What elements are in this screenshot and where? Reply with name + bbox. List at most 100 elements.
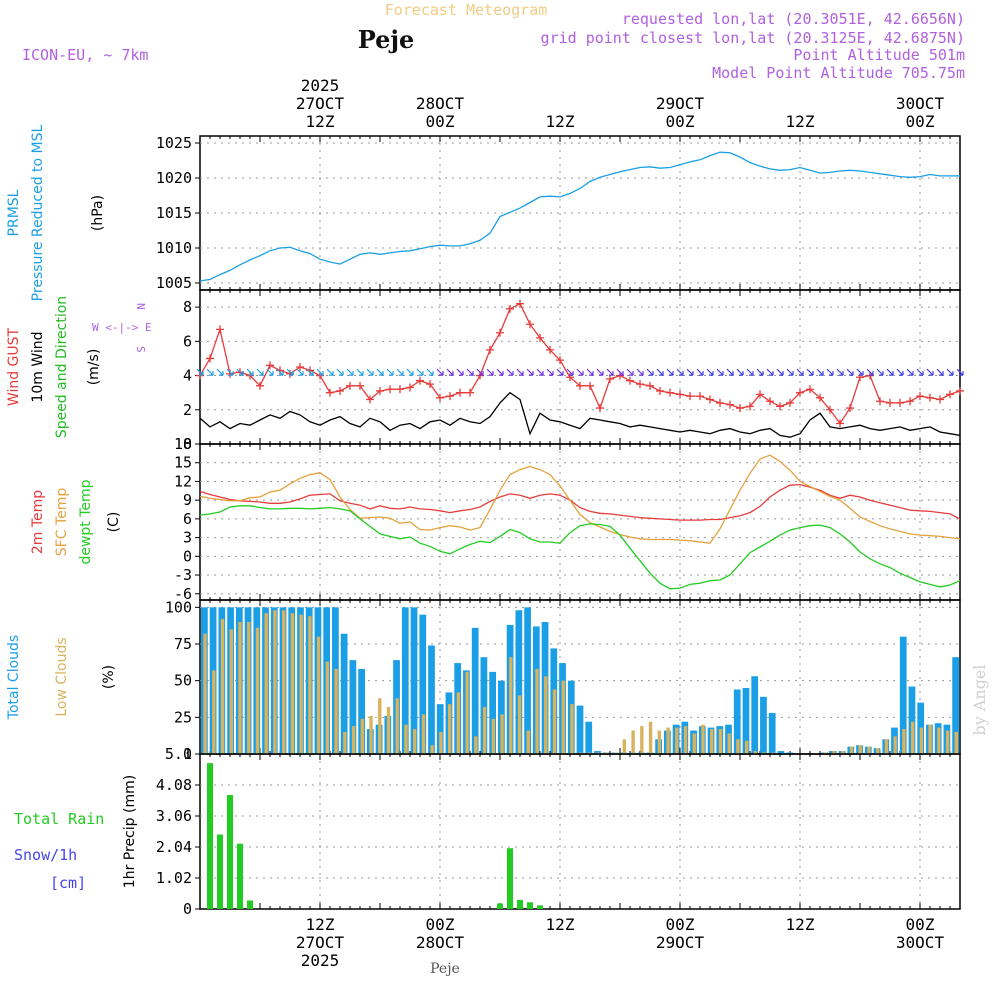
total-cloud-bar — [471, 627, 479, 754]
low-cloud-bar — [701, 724, 705, 754]
total-cloud-bar — [576, 705, 584, 754]
low-cloud-bar — [421, 714, 426, 754]
time-label: 12Z — [306, 915, 335, 934]
precip-panel: 0 1.02 2.04 3.06 4.08 5.1 Total Rain Snow/1h [cm… — [14, 745, 961, 918]
total-cloud-bar — [515, 610, 523, 754]
y-axis-label: SFC Temp — [54, 488, 70, 557]
wind-arrow-icon — [896, 368, 904, 376]
total-cloud-bar — [760, 696, 767, 754]
series-sfc-temp — [199, 454, 961, 544]
time-label: 29OCT — [656, 94, 705, 113]
y-axis-label: (hPa) — [90, 195, 106, 231]
low-cloud-bar — [509, 657, 513, 754]
wind-compass: N W <-|-> E S — [92, 303, 152, 353]
panel-frame — [199, 753, 961, 910]
low-cloud-bar — [465, 671, 469, 754]
rain-bar — [507, 848, 513, 909]
total-cloud-bar — [349, 660, 357, 754]
gust-marker — [876, 397, 884, 406]
y-tick-label: 3.06 — [156, 807, 192, 825]
wind-arrow-icon — [576, 368, 584, 376]
low-cloud-bar — [430, 745, 434, 754]
wind-arrow-icon — [226, 368, 234, 376]
y-axis-label: 1hr Precip (mm) — [122, 775, 138, 888]
wind-arrow-icon — [746, 368, 754, 376]
footer-station: Peje — [430, 961, 460, 977]
wind-arrow-icon — [436, 368, 444, 376]
station-name: Peje — [358, 25, 415, 54]
y-tick-label: 1025 — [156, 134, 192, 152]
gust-marker — [756, 390, 764, 399]
gust-marker — [836, 419, 844, 428]
time-label: 27OCT — [296, 94, 345, 113]
low-cloud-bar — [447, 704, 452, 754]
wind-arrow-icon — [886, 368, 894, 376]
wind-arrow-icon — [586, 368, 594, 376]
wind-arrow-icon — [316, 368, 324, 376]
low-cloud-bar — [273, 610, 277, 754]
gust-marker — [306, 366, 314, 375]
y-tick-label: 5.1 — [165, 745, 192, 763]
wind-arrow-icon — [446, 368, 454, 376]
low-cloud-bar — [937, 727, 941, 754]
total-cloud-bar — [585, 721, 593, 754]
model-altitude: Model Point Altitude 705.75m — [712, 64, 965, 82]
total-cloud-bar — [358, 668, 365, 754]
gust-marker — [906, 397, 914, 406]
gust-marker — [266, 361, 274, 370]
gust-marker — [396, 385, 404, 394]
gust-marker — [276, 366, 284, 375]
time-label: 00Z — [426, 112, 455, 131]
wind-arrow-icon — [506, 368, 514, 376]
gust-marker — [346, 381, 354, 390]
wind-arrow-icon — [366, 368, 374, 376]
gust-marker — [426, 380, 434, 389]
wind-arrow-icon — [306, 368, 314, 376]
low-cloud-bar — [325, 661, 330, 754]
low-cloud-bar — [867, 746, 871, 754]
wind-arrow-icon — [626, 368, 634, 376]
wind-arrow-icon — [396, 368, 404, 376]
gust-marker — [336, 386, 344, 395]
low-cloud-bar — [299, 614, 303, 754]
time-label: 00Z — [906, 112, 935, 131]
gust-marker — [576, 381, 584, 390]
wind-arrow-icon — [786, 368, 794, 376]
low-cloud-bar — [238, 622, 242, 754]
wind-arrow-icon — [726, 368, 734, 376]
y-tick-label: 12 — [174, 472, 192, 490]
legend-snow: Snow/1h — [14, 846, 77, 864]
low-cloud-bar — [535, 668, 539, 754]
gust-marker — [786, 398, 794, 407]
total-cloud-bar — [768, 712, 776, 754]
gust-marker — [206, 354, 214, 363]
wind-arrow-icon — [606, 368, 614, 376]
gust-marker — [926, 393, 934, 402]
time-label: 12Z — [546, 915, 575, 934]
low-cloud-bar — [736, 739, 740, 754]
wind-arrow-icon — [596, 368, 604, 376]
time-label: 00Z — [906, 915, 935, 934]
total-cloud-bar — [428, 645, 435, 754]
y-axis-label: Total Clouds — [6, 635, 22, 720]
time-label: 29OCT — [656, 933, 705, 952]
wind-arrow-icon — [736, 368, 744, 376]
wind-arrow-icon — [906, 368, 914, 376]
low-cloud-bar — [841, 751, 845, 754]
low-cloud-bar — [893, 736, 897, 754]
total-cloud-bar — [733, 689, 741, 754]
rain-bar — [227, 795, 233, 909]
gust-marker — [676, 390, 684, 399]
series-wind-gust — [199, 302, 961, 425]
pressure-panel: 1005 1010 1015 1020 1025 PRMSL Pressure Reduce… — [6, 124, 961, 301]
time-label: 28OCT — [416, 933, 465, 952]
time-label: 28OCT — [416, 94, 465, 113]
wind-arrow-icon — [656, 368, 664, 376]
y-tick-label: 4 — [183, 367, 192, 385]
low-cloud-bar — [552, 689, 557, 754]
low-cloud-bar — [710, 729, 714, 754]
gust-marker — [496, 328, 504, 337]
gust-marker — [706, 395, 714, 404]
